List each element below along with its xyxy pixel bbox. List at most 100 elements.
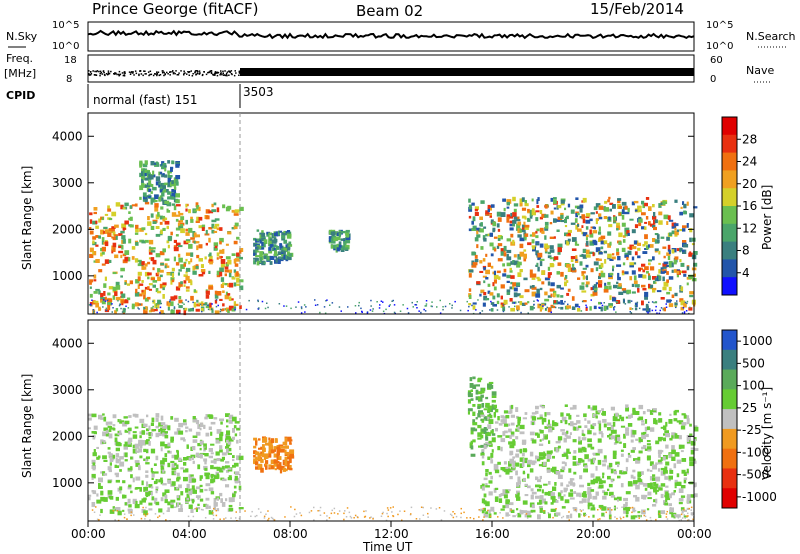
echo-cell [680, 286, 684, 292]
echo-cell [616, 264, 622, 267]
echo-cell [610, 429, 614, 434]
noise-cell [409, 514, 412, 516]
noise-cell [300, 307, 303, 310]
echo-cell [114, 224, 119, 228]
noise-cell [389, 304, 391, 306]
echo-cell [541, 270, 545, 275]
noise-cell [658, 312, 661, 315]
echo-cell [233, 240, 238, 245]
noise-cell [89, 303, 92, 305]
freq-trace [88, 68, 694, 77]
noise-cell [116, 510, 119, 512]
noise-cell [497, 516, 499, 518]
noise-cell [391, 511, 393, 513]
echo-cell [219, 237, 224, 243]
noise-cell [631, 308, 634, 310]
echo-cell [585, 275, 588, 281]
noise-cell [644, 515, 647, 518]
echo-cell [557, 247, 562, 253]
echo-cell [617, 198, 622, 201]
echo-cell [637, 511, 641, 514]
echo-cell [214, 299, 218, 304]
echo-cell [173, 181, 179, 186]
echo-cell [208, 455, 213, 459]
echo-cell [673, 418, 678, 422]
echo-cell [500, 251, 505, 256]
noise-cell [261, 300, 264, 303]
echo-cell [593, 206, 598, 211]
echo-cell [333, 244, 338, 247]
noise-cell [460, 516, 462, 519]
noise-cell [543, 510, 545, 512]
echo-cell [220, 284, 224, 288]
echo-cell [506, 280, 510, 283]
echo-cell [225, 465, 230, 469]
noise-cell [127, 307, 130, 309]
echo-cell [146, 456, 150, 460]
noise-cell [347, 306, 349, 308]
echo-cell [579, 207, 583, 213]
echo-cell [620, 453, 624, 457]
echo-cell [117, 510, 122, 516]
echo-cell [234, 222, 239, 227]
echo-cell [567, 231, 571, 236]
echo-cell [574, 259, 579, 263]
echo-cell [560, 306, 564, 310]
echo-cell [336, 247, 340, 252]
echo-cell [154, 200, 158, 203]
echo-cell [494, 469, 500, 474]
freq-dot [221, 73, 223, 76]
echo-cell [648, 275, 651, 281]
echo-cell [196, 216, 199, 222]
echo-cell [262, 447, 266, 452]
noise-cell [423, 308, 425, 311]
echo-cell [205, 474, 210, 480]
echo-cell [239, 256, 243, 260]
echo-cell [516, 415, 519, 419]
echo-cell [537, 488, 542, 492]
noise-cell [91, 299, 93, 301]
echo-cell [162, 173, 165, 176]
freq-dot [210, 70, 213, 72]
echo-cell [616, 222, 620, 227]
noise-cell [601, 304, 604, 307]
echo-cell [226, 439, 230, 443]
echo-cell [142, 163, 148, 168]
freq-dot [140, 73, 143, 75]
echo-cell [144, 201, 150, 205]
echo-cell [275, 245, 278, 250]
echo-cell [589, 241, 594, 246]
echo-cell [644, 294, 648, 300]
echo-cell [485, 396, 489, 400]
echo-cell [219, 298, 223, 301]
echo-cell [480, 434, 484, 439]
echo-cell [490, 506, 495, 512]
echo-cell [530, 509, 536, 513]
echo-cell [487, 456, 491, 460]
velocity-cbar-label: Velocity [m s⁻¹] [760, 387, 774, 480]
echo-cell [214, 245, 218, 249]
echo-cell [197, 424, 201, 429]
echo-cell [213, 459, 217, 464]
freq-dot [175, 70, 177, 72]
freq-dot [235, 72, 237, 74]
noise-cell [403, 510, 406, 512]
echo-cell [549, 249, 555, 253]
echo-cell [598, 427, 602, 431]
echo-cell [102, 455, 107, 460]
echo-cell [195, 452, 199, 457]
echo-cell [166, 210, 171, 213]
echo-cell [190, 474, 194, 477]
echo-cell [531, 286, 537, 290]
noise-cell [520, 311, 522, 314]
noise-cell [337, 513, 339, 515]
echo-cell [671, 449, 676, 455]
echo-cell [563, 490, 567, 493]
echo-cell [108, 259, 112, 263]
noise-cell [607, 508, 610, 510]
echo-cell [582, 254, 587, 259]
echo-cell [665, 421, 668, 427]
echo-cell [668, 303, 674, 308]
echo-cell [569, 489, 573, 492]
echo-cell [124, 220, 129, 225]
